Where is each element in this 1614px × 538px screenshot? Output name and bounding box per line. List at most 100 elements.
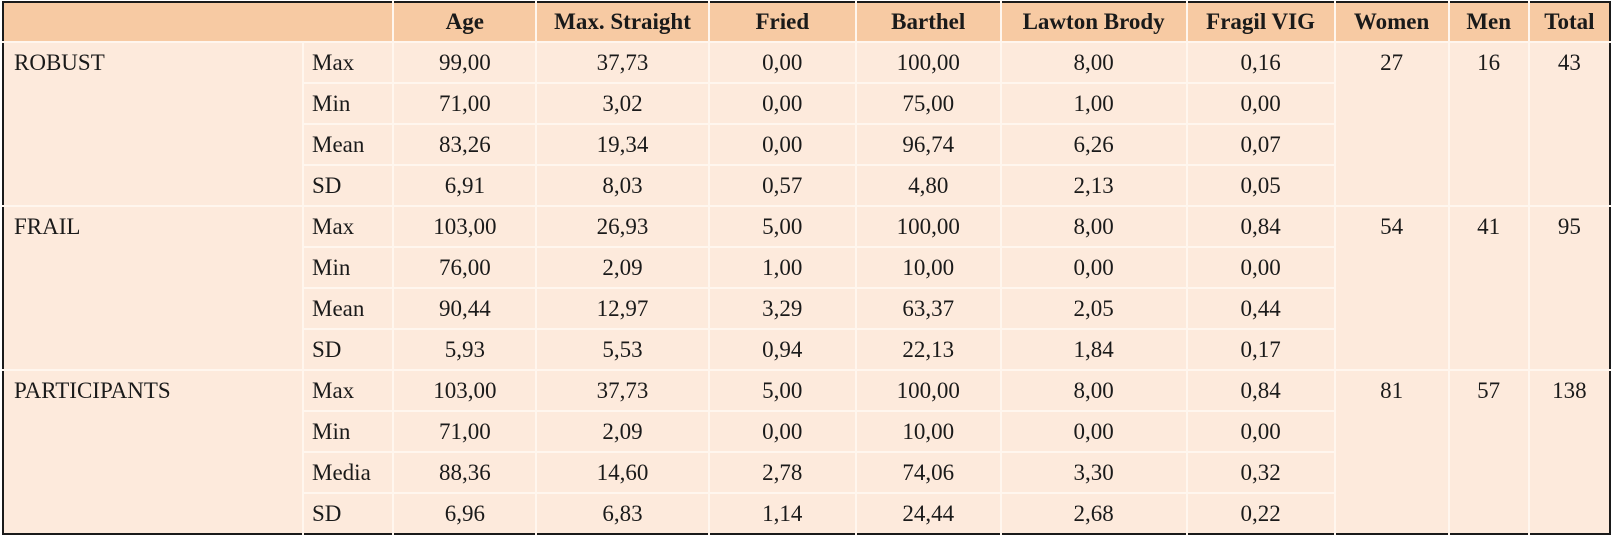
table-row: Min 71,00 3,02 0,00 75,00 1,00 0,00: [3, 82, 1610, 124]
value-cell: 0,00: [999, 410, 1187, 452]
value-cell: 100,00: [854, 41, 1001, 83]
value-cell: 96,74: [854, 123, 1001, 165]
value-cell: 2,09: [535, 246, 709, 288]
value-cell: 90,44: [392, 287, 537, 329]
header-lawton-brody: Lawton Brody: [999, 2, 1187, 42]
value-cell: 103,00: [392, 205, 537, 247]
value-cell: 22,13: [854, 328, 1001, 370]
value-cell: 0,00: [707, 41, 856, 83]
value-cell: 12,97: [535, 287, 709, 329]
stat-label: Min: [302, 82, 394, 124]
group-label: PARTICIPANTS: [3, 369, 304, 534]
table-row: ROBUST Max 99,00 37,73 0,00 100,00 8,00 0,16 27 1…: [3, 41, 1610, 206]
header-fried: Fried: [707, 2, 856, 42]
value-cell: 10,00: [854, 246, 1001, 288]
men-count: 16: [1447, 41, 1529, 206]
table-row: PARTICIPANTS Max 103,00 37,73 5,00 100,00 8,00…: [3, 369, 1610, 534]
value-cell: 99,00: [392, 41, 537, 83]
value-cell: 76,00: [392, 246, 537, 288]
stat-label: Mean: [302, 123, 394, 165]
table-row: Min 76,00 2,09 1,00 10,00 0,00 0,00: [3, 246, 1610, 288]
value-cell: 3,02: [535, 82, 709, 124]
value-cell: 0,00: [999, 246, 1187, 288]
women-count: 27: [1333, 41, 1449, 206]
value-cell: 0,05: [1185, 164, 1335, 206]
stat-label: Min: [302, 246, 394, 288]
header-stat-cell: [303, 2, 393, 42]
stat-label: Max: [302, 369, 394, 411]
value-cell: 83,26: [392, 123, 537, 165]
value-cell: 5,00: [707, 369, 856, 411]
header-fragil-vig: Fragil VIG: [1185, 2, 1335, 42]
value-cell: 2,68: [999, 492, 1187, 534]
value-cell: 74,06: [854, 451, 1001, 493]
header-group-cell: [3, 2, 303, 42]
value-cell: 8,00: [999, 41, 1187, 83]
value-cell: 8,03: [535, 164, 709, 206]
table-row: Media 88,36 14,60 2,78 74,06 3,30 0,32: [3, 451, 1610, 493]
value-cell: 88,36: [392, 451, 537, 493]
value-cell: 0,00: [1185, 82, 1335, 124]
value-cell: 5,53: [535, 328, 709, 370]
table-row: SD 6,96 6,83 1,14 24,44 2,68 0,22: [3, 492, 1610, 534]
header-max-straight: Max. Straight: [535, 2, 709, 42]
value-cell: 0,16: [1185, 41, 1335, 83]
total-count: 138: [1527, 369, 1610, 534]
header-women: Women: [1333, 2, 1449, 42]
women-count: 81: [1333, 369, 1449, 534]
value-cell: 8,00: [999, 369, 1187, 411]
value-cell: 100,00: [854, 369, 1001, 411]
value-cell: 6,96: [392, 492, 537, 534]
value-cell: 63,37: [854, 287, 1001, 329]
value-cell: 71,00: [392, 82, 537, 124]
value-cell: 2,05: [999, 287, 1187, 329]
value-cell: 100,00: [854, 205, 1001, 247]
value-cell: 5,00: [707, 205, 856, 247]
value-cell: 0,00: [1185, 410, 1335, 452]
value-cell: 24,44: [854, 492, 1001, 534]
stat-label: Mean: [302, 287, 394, 329]
table-body: ROBUST Max 99,00 37,73 0,00 100,00 8,00 0,16 27 1…: [3, 41, 1610, 534]
value-cell: 0,00: [1185, 246, 1335, 288]
value-cell: 0,17: [1185, 328, 1335, 370]
stat-label: SD: [302, 328, 394, 370]
value-cell: 8,00: [999, 205, 1187, 247]
value-cell: 1,84: [999, 328, 1187, 370]
stat-label: Min: [302, 410, 394, 452]
value-cell: 2,78: [707, 451, 856, 493]
value-cell: 103,00: [392, 369, 537, 411]
header-row: Age Max. Straight Fried Barthel Lawton B…: [3, 2, 1610, 42]
header-age: Age: [392, 2, 537, 42]
value-cell: 1,00: [999, 82, 1187, 124]
value-cell: 0,94: [707, 328, 856, 370]
stat-label: SD: [302, 164, 394, 206]
value-cell: 10,00: [854, 410, 1001, 452]
value-cell: 2,09: [535, 410, 709, 452]
stat-label: SD: [302, 492, 394, 534]
value-cell: 3,30: [999, 451, 1187, 493]
group-label: ROBUST: [3, 41, 304, 206]
value-cell: 5,93: [392, 328, 537, 370]
value-cell: 71,00: [392, 410, 537, 452]
header-men: Men: [1447, 2, 1529, 42]
stat-label: Media: [302, 451, 394, 493]
women-count: 54: [1333, 205, 1449, 370]
stat-label: Max: [302, 205, 394, 247]
value-cell: 0,00: [707, 123, 856, 165]
value-cell: 4,80: [854, 164, 1001, 206]
table-row: Mean 90,44 12,97 3,29 63,37 2,05 0,44: [3, 287, 1610, 329]
table-row: Mean 83,26 19,34 0,00 96,74 6,26 0,07: [3, 123, 1610, 165]
value-cell: 0,57: [707, 164, 856, 206]
value-cell: 0,32: [1185, 451, 1335, 493]
value-cell: 2,13: [999, 164, 1187, 206]
value-cell: 75,00: [854, 82, 1001, 124]
value-cell: 26,93: [535, 205, 709, 247]
table-row: FRAIL Max 103,00 26,93 5,00 100,00 8,00 0,84 54 4…: [3, 205, 1610, 370]
value-cell: 0,00: [707, 82, 856, 124]
stat-label: Max: [302, 41, 394, 83]
value-cell: 3,29: [707, 287, 856, 329]
value-cell: 1,14: [707, 492, 856, 534]
total-count: 43: [1527, 41, 1610, 206]
